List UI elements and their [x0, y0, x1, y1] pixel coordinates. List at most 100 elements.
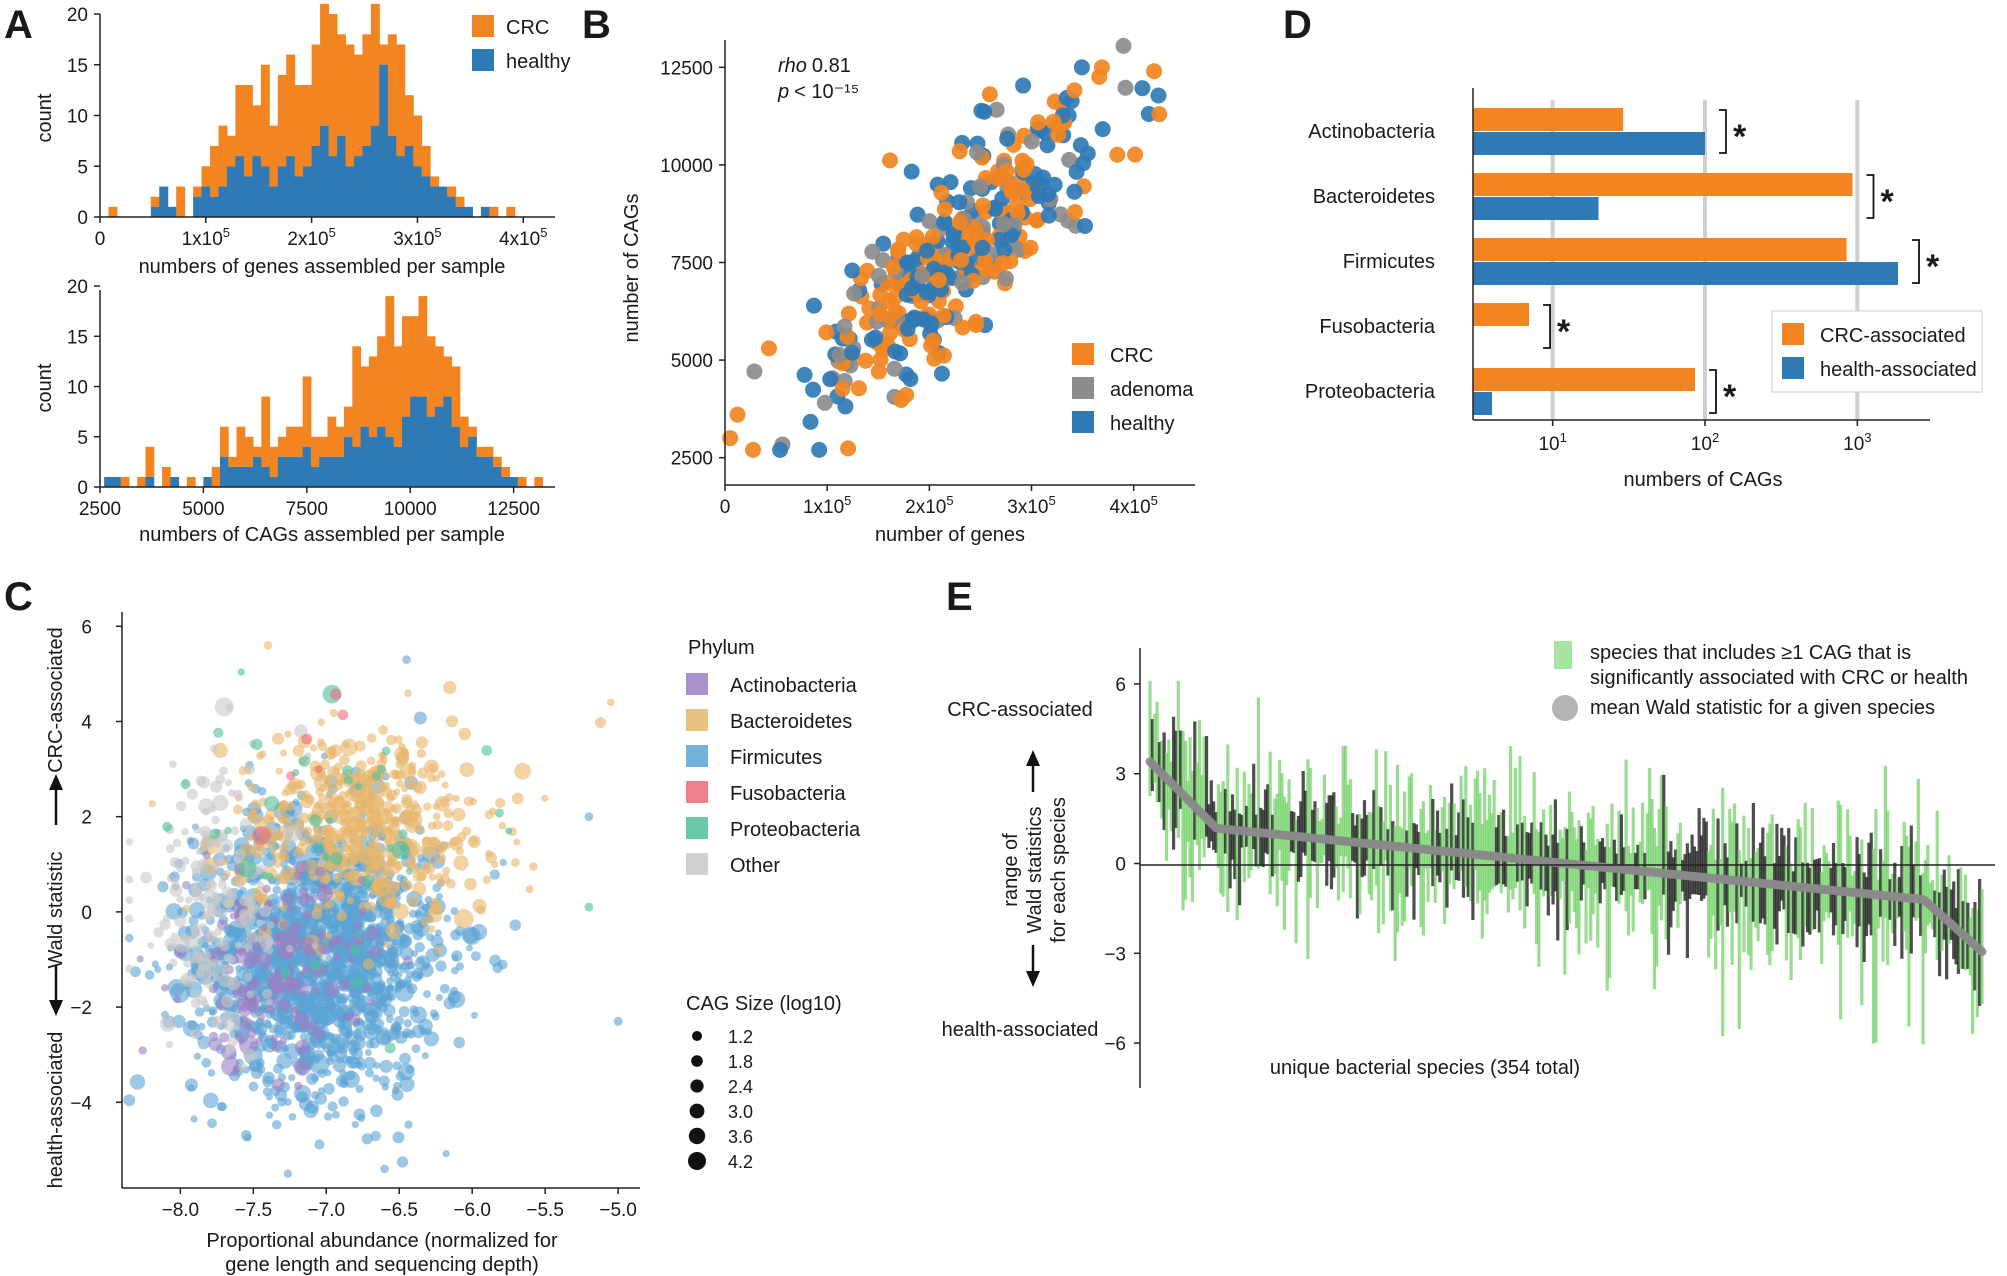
scatter-point-other [181, 827, 189, 836]
histogram-bar-crc [294, 85, 304, 177]
histogram-bar-healthy [228, 466, 237, 487]
scatter-point-firmicutes [414, 942, 425, 953]
scatter-point-actinobacteria [138, 1046, 147, 1055]
scatter-point-actinobacteria [286, 905, 294, 914]
scatter-point-adenoma [846, 285, 863, 302]
significance-bracket [1718, 109, 1727, 154]
phylum-swatch-firmicutes [686, 745, 708, 767]
scatter-point-crc [1045, 113, 1062, 130]
scatter-point-crc [722, 430, 739, 447]
histogram-bar-crc [396, 44, 406, 157]
scatter-point-crc [954, 319, 971, 336]
scatter-point-bacteroidetes [381, 808, 390, 817]
scatter-point-firmicutes [353, 1028, 367, 1042]
scatter-point-actinobacteria [403, 955, 413, 966]
scatter-point-firmicutes [370, 1130, 381, 1142]
scatter-point-bacteroidetes [317, 806, 325, 814]
scatter-point-bacteroidetes [427, 821, 437, 830]
scatter-point-firmicutes [323, 1003, 333, 1013]
x-tick-label: −8.0 [162, 1200, 200, 1221]
scatter-point-other [147, 942, 155, 950]
scatter-point-bacteroidetes [336, 795, 344, 803]
scatter-point-bacteroidetes [275, 767, 283, 775]
scatter-point-other [230, 826, 240, 836]
scatter-point-bacteroidetes [511, 792, 524, 805]
significance-star: * [1723, 378, 1737, 416]
scatter-point-other [221, 886, 233, 898]
scatter-point-firmicutes [397, 1063, 415, 1081]
scatter-point-adenoma [997, 270, 1014, 287]
scatter-point-firmicutes [255, 1019, 265, 1030]
scatter-point-crc [1046, 93, 1063, 110]
histogram-bar-healthy [345, 166, 355, 217]
histogram-bar-healthy [455, 206, 465, 217]
wald-scatter: −8.0 −7.5 −7.0 −6.5 −6.0 −5.5 −5.0 −4 −2 0 2 4 6 Pr… [45, 612, 861, 1276]
scatter-point-firmicutes [288, 1112, 297, 1121]
scatter-point-crc [930, 272, 947, 289]
bar-crc-associated [1473, 368, 1696, 391]
size-legend-marker [691, 1055, 703, 1067]
scatter-point-firmicutes [344, 1030, 353, 1040]
scatter-point-adenoma [870, 267, 887, 284]
scatter-point-firmicutes [201, 1057, 212, 1068]
scatter-point-firmicutes [248, 1063, 257, 1072]
scatter-point-bacteroidetes [467, 835, 481, 849]
scatter-point-bacteroidetes [271, 732, 285, 745]
scatter-point-firmicutes [470, 1011, 478, 1019]
scatter-point-healthy [1040, 207, 1057, 224]
scatter-point-bacteroidetes [406, 780, 415, 788]
histogram-bar-healthy [418, 396, 428, 487]
scatter-point-bacteroidetes [456, 831, 467, 842]
scatter-point-firmicutes [129, 1074, 146, 1090]
histogram-bar-crc [302, 376, 312, 447]
scatter-point-firmicutes [361, 1133, 373, 1145]
scatter-point-actinobacteria [367, 998, 375, 1006]
scatter-point-healthy [1076, 217, 1093, 234]
scatter-point-bacteroidetes [433, 852, 447, 865]
scatter-point-firmicutes [380, 1027, 390, 1037]
scatter-point-actinobacteria [291, 941, 302, 953]
scatter-point-other [258, 904, 272, 918]
scatter-point-actinobacteria [362, 983, 372, 994]
histogram-bar-crc [387, 34, 397, 136]
histogram-bar-crc [294, 426, 304, 457]
scatter-point-bacteroidetes [453, 909, 474, 929]
scatter-point-proteobacteria [384, 1042, 396, 1054]
scatter-point-healthy [811, 441, 828, 458]
scatter-point-bacteroidetes [278, 812, 291, 825]
scatter-point-actinobacteria [260, 924, 268, 932]
scatter-point-firmicutes [436, 892, 444, 900]
scatter-point-bacteroidetes [397, 742, 406, 751]
scatter-point-healthy [945, 227, 962, 244]
panel-letter-e: E [946, 575, 973, 619]
scatter-point-firmicutes [351, 1120, 360, 1129]
scatter-point-bacteroidetes [423, 802, 432, 811]
scatter-point-actinobacteria [272, 938, 281, 947]
histogram-bar-crc [108, 206, 118, 217]
scatter-point-other [197, 858, 211, 871]
histogram-bar-healthy [328, 156, 338, 217]
scatter-point-bacteroidetes [384, 941, 392, 949]
scatter-point-firmicutes [411, 967, 423, 979]
scatter-point-firmicutes [201, 941, 210, 950]
scatter-point-crc [1151, 106, 1168, 123]
scatter-point-firmicutes [394, 1015, 404, 1026]
scatter-point-other [239, 818, 253, 831]
scatter-point-other [181, 933, 191, 944]
scatter-point-other [201, 830, 209, 838]
scatter-point-firmicutes [357, 1113, 366, 1123]
scatter-point-other [159, 919, 171, 931]
histogram-bar-crc [201, 166, 211, 187]
histogram-bar-crc [320, 3, 330, 126]
scatter-point-firmicutes [343, 910, 358, 925]
scatter-point-other [193, 825, 202, 834]
scatter-point-firmicutes [426, 933, 435, 942]
e-arrow-down-icon [1026, 945, 1040, 987]
histogram-bar-healthy [311, 145, 321, 217]
histogram-bar-healthy [218, 186, 228, 217]
scatter-point-bacteroidetes [339, 817, 349, 827]
scatter-point-bacteroidetes [281, 789, 289, 797]
scatter-point-other [218, 874, 227, 883]
scatter-point-other [169, 958, 178, 967]
histogram-bar-crc [362, 34, 372, 146]
